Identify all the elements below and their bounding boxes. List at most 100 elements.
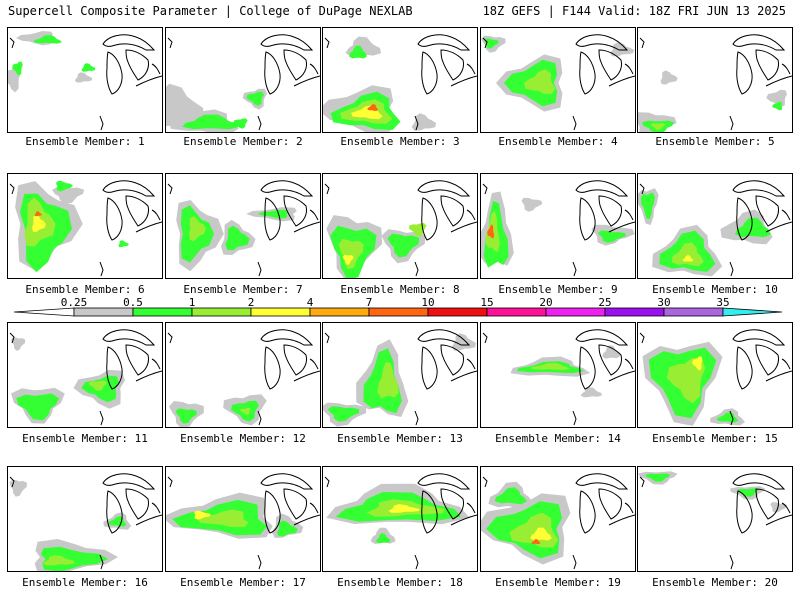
scp-contour [650,123,666,130]
lake-michigan [264,197,281,241]
shoreline [466,209,476,221]
lake-winnipeg [9,332,15,344]
river-mark [414,554,419,570]
forecast-map [323,34,477,132]
lake-superior [575,473,629,490]
panel-label-20: Ensemble Member: 20 [652,576,778,589]
forecast-map [638,34,792,132]
scp-contour [735,217,771,238]
scp-contour [225,225,250,251]
lake-superior [260,473,314,490]
colorbar-swatch [604,307,665,317]
shoreline [309,358,319,370]
shoreline [624,358,634,370]
color-scale-bar: 0.25 0.5 1 2 4 7 10 15 20 25 30 35 [13,296,783,317]
lake-erie [135,370,162,382]
lake-erie [135,75,162,87]
lake-winnipeg [639,183,645,195]
lake-michigan [106,490,123,534]
lake-superior [102,329,156,346]
colorbar-tick-label: 4 [307,296,314,309]
shoreline [466,502,476,514]
lake-winnipeg [639,37,645,49]
lake-huron [440,488,464,520]
river-mark [257,261,262,277]
lake-winnipeg [482,37,488,49]
ensemble-panel-9 [480,173,636,279]
panel-label-16: Ensemble Member: 16 [22,576,148,589]
lake-michigan [264,51,281,95]
lake-winnipeg [167,37,173,49]
forecast-map [481,34,635,131]
scp-contour [9,479,27,497]
lake-huron [598,344,622,376]
scp-contour [233,118,248,129]
colorbar-right-arrow [722,307,783,317]
forecast-map [482,329,635,426]
colorbar-tick-label: 10 [421,296,434,309]
colorbar-tick-label: 2 [248,296,255,309]
shoreline [151,502,161,514]
lake-huron [755,488,779,520]
panel-label-4: Ensemble Member: 4 [498,135,618,148]
scp-contour [246,91,264,106]
lake-erie [765,370,792,382]
scp-contour [89,380,107,391]
river-mark [99,261,104,277]
scp-contour [42,555,75,566]
colorbar-swatch [250,307,311,317]
lake-superior [732,34,786,51]
scp-contour [327,406,360,422]
lake-erie [293,514,320,526]
panel-label-6: Ensemble Member: 6 [25,283,145,296]
forecast-map [8,31,162,131]
scp-contour [609,42,635,57]
forecast-map [9,180,162,277]
river-mark [257,554,262,570]
scp-contour [387,233,420,258]
scp-contour [32,214,46,233]
colorbar-swatch [368,307,429,317]
shoreline [624,209,634,221]
scp-contour [640,192,655,220]
lake-michigan [264,490,281,534]
colorbar-swatch [545,307,606,317]
lake-winnipeg [324,476,330,488]
forecast-map [9,473,162,571]
lake-huron [440,195,464,227]
panel-label-1: Ensemble Member: 1 [25,135,145,148]
lake-superior [102,180,156,197]
lake-michigan [579,197,596,241]
scp-contour [56,180,73,192]
scp-contour [11,337,26,351]
scp-contour [12,61,23,76]
scp-contour [338,238,364,270]
river-mark [572,261,577,277]
colorbar-tick-label: 30 [657,296,670,309]
scp-contour [671,242,704,267]
ensemble-panel-17 [165,466,321,572]
scp-contour [376,533,391,544]
lake-huron [598,49,622,81]
river-mark [414,115,419,131]
scp-contour [772,101,783,111]
lake-superior [260,329,314,346]
lake-superior [417,180,471,197]
panel-label-7: Ensemble Member: 7 [183,283,303,296]
scp-contour [487,224,495,239]
forecast-map [323,329,477,427]
scp-contour [531,363,570,370]
scp-contour [74,72,93,83]
lake-winnipeg [9,183,15,195]
colorbar-swatch [191,307,252,317]
scp-contour [342,254,354,265]
colorbar-swatch [132,307,193,317]
panel-label-10: Ensemble Member: 10 [652,283,778,296]
shoreline [781,63,791,75]
shoreline [151,358,161,370]
lake-michigan [736,51,753,95]
shoreline [151,63,161,75]
scp-contour [377,362,399,399]
lake-huron [440,344,464,376]
lake-superior [102,473,156,490]
